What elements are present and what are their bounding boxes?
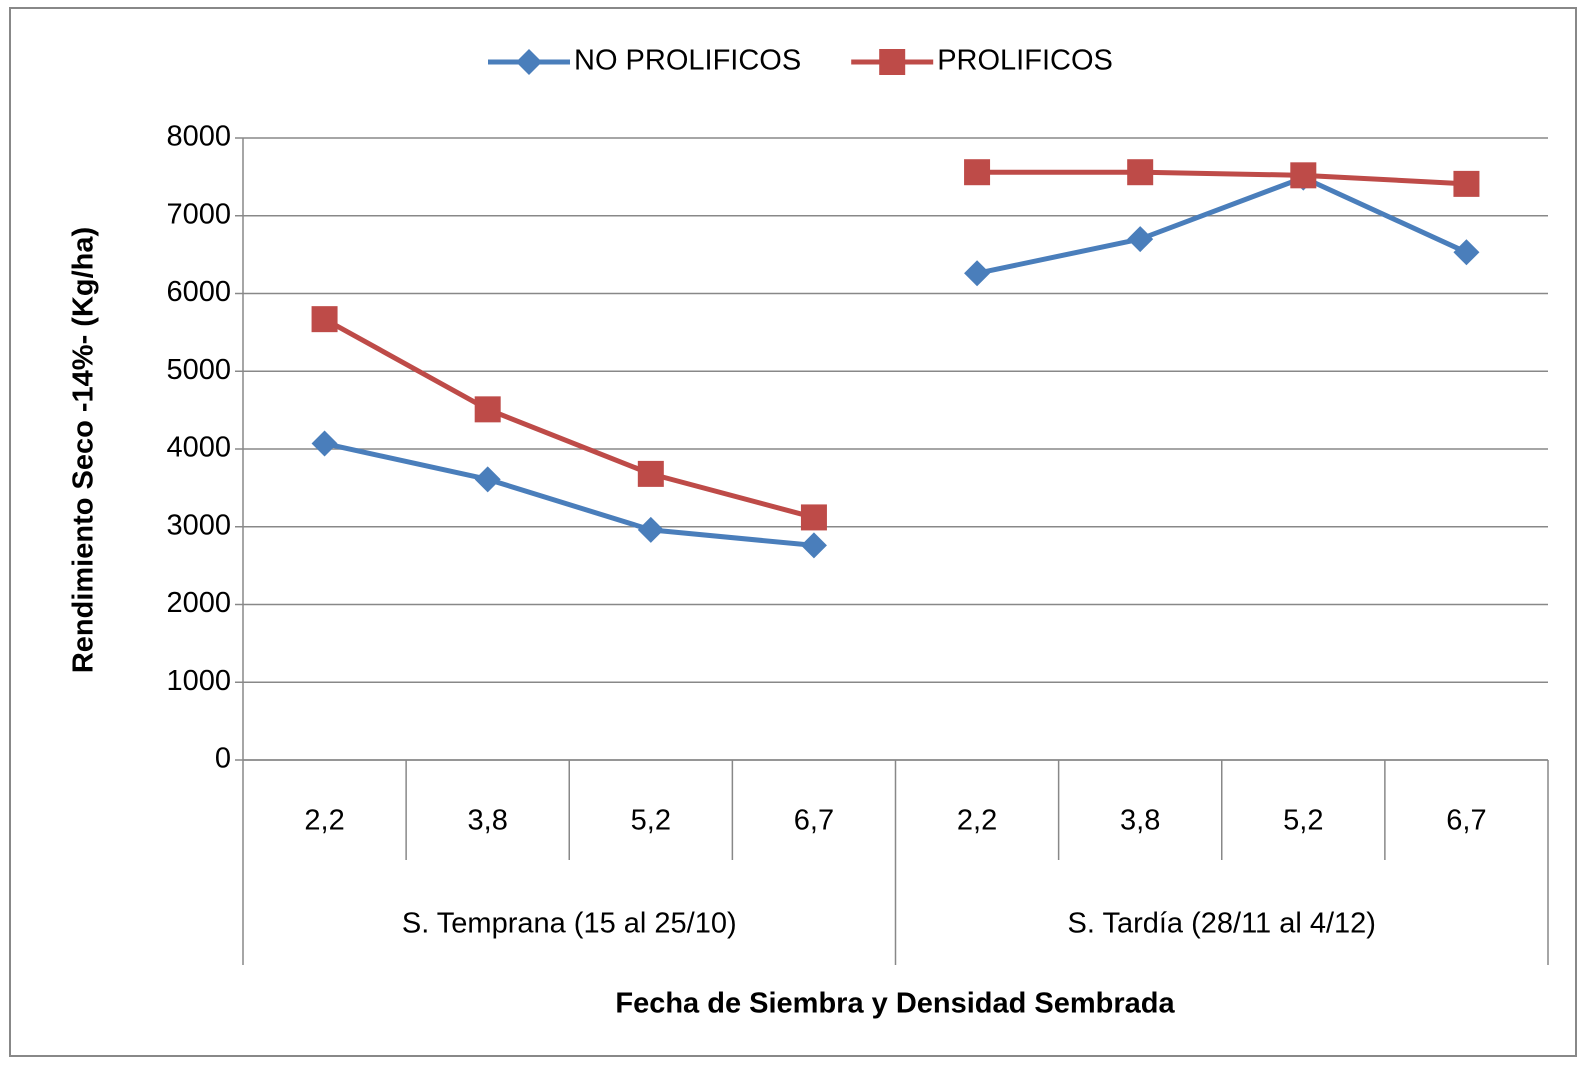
series-line (977, 169, 1467, 187)
y-tick-label: 3000 (166, 509, 231, 541)
x-tick-label: 5,2 (1283, 805, 1323, 837)
y-tick-label: 6000 (166, 276, 231, 308)
x-tick-label: 3,8 (468, 805, 508, 837)
x-tick-label: 6,7 (1446, 805, 1486, 837)
y-tick-label: 1000 (166, 665, 231, 697)
y-tick-label: 4000 (166, 432, 231, 464)
data-point (964, 159, 991, 186)
x-tick-label: 2,2 (957, 805, 997, 837)
data-point (800, 504, 827, 531)
y-tick-label: 2000 (166, 587, 231, 619)
data-point (800, 532, 827, 559)
data-point (474, 396, 501, 423)
data-point (964, 260, 991, 287)
y-tick-label: 7000 (166, 198, 231, 230)
legend-label: PROLIFICOS (937, 45, 1113, 77)
data-point (1127, 226, 1154, 253)
chart-border (9, 7, 1577, 1057)
x-tick-label: 5,2 (631, 805, 671, 837)
legend-label: NO PROLIFICOS (574, 45, 801, 77)
data-point (1453, 239, 1480, 266)
legend-marker (516, 49, 542, 75)
series-line (323, 316, 815, 520)
y-axis-title: Rendimiento Seco -14%- (Kg/ha) (68, 227, 100, 673)
data-point (1127, 159, 1154, 186)
x-tick-label: 2,2 (304, 805, 344, 837)
y-tick-label: 8000 (166, 121, 231, 153)
x-axis-title: Fecha de Siembra y Densidad Sembrada (615, 988, 1175, 1020)
data-point (311, 306, 338, 333)
y-tick-label: 0 (215, 743, 231, 775)
data-point (637, 460, 664, 487)
data-point (1290, 162, 1317, 189)
legend-marker (879, 49, 906, 75)
series-line (324, 441, 815, 548)
y-tick-label: 5000 (166, 354, 231, 386)
x-tick-label: 6,7 (794, 805, 834, 837)
group-label: S. Temprana (15 al 25/10) (402, 908, 737, 940)
series-line (976, 175, 1468, 276)
data-point (474, 466, 501, 493)
x-tick-label: 3,8 (1120, 805, 1160, 837)
data-point (637, 516, 664, 543)
group-label: S. Tardía (28/11 al 4/12) (1068, 908, 1376, 940)
data-point (1453, 170, 1480, 197)
data-point (311, 430, 338, 457)
